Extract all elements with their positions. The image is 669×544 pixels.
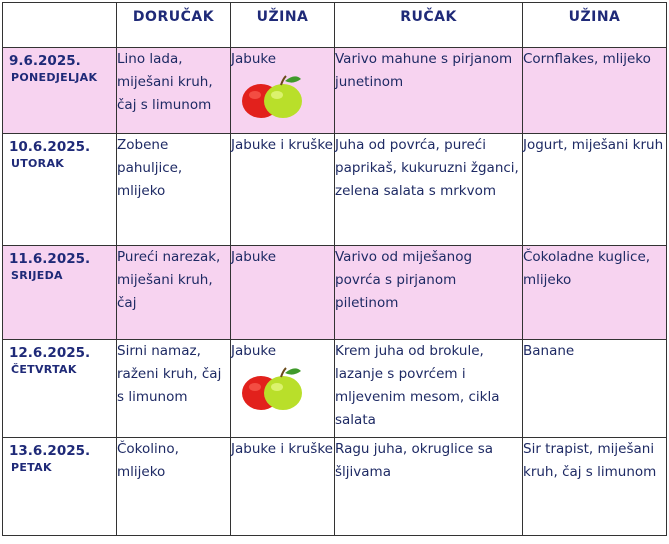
date-label: 10.6.2025. — [9, 139, 91, 155]
table-row-friday: 13.6.2025. PETAK Čokolino, mlijeko Jabuk… — [2, 437, 667, 536]
weekday-label: UTORAK — [11, 157, 65, 170]
lunch-cell: Varivo mahune s pirjanom junetinom — [334, 47, 523, 134]
breakfast-cell: Čokolino, mlijeko — [116, 437, 231, 536]
header-snack-2: UŽINA — [522, 2, 667, 48]
header-corner — [2, 2, 117, 48]
day-cell: 9.6.2025. PONEDJELJAK — [2, 47, 117, 134]
header-breakfast: DORUČAK — [116, 2, 231, 48]
header-snack-1: UŽINA — [230, 2, 335, 48]
weekday-label: PETAK — [11, 461, 52, 474]
snack-2-cell: Čokoladne kuglice, mlijeko — [522, 245, 667, 340]
apples-icon — [231, 71, 334, 129]
day-cell: 10.6.2025. UTORAK — [2, 133, 117, 246]
lunch-cell: Ragu juha, okruglice sa šljivama — [334, 437, 523, 536]
snack-1-cell: Jabuke — [230, 339, 335, 438]
header-row: DORUČAK UŽINA RUČAK UŽINA — [2, 2, 667, 48]
breakfast-cell: Sirni namaz, raženi kruh, čaj s limunom — [116, 339, 231, 438]
snack-1-cell: Jabuke i kruške — [230, 133, 335, 246]
table-row-wednesday: 11.6.2025. SRIJEDA Pureći narezak, miješ… — [2, 245, 667, 340]
lunch-cell: Varivo od miješanog povrća s pirjanom pi… — [334, 245, 523, 340]
date-label: 12.6.2025. — [9, 345, 91, 361]
snack-2-cell: Cornflakes, mlijeko — [522, 47, 667, 134]
snack-2-cell: Sir trapist, miješani kruh, čaj s limuno… — [522, 437, 667, 536]
snack-1-cell: Jabuke — [230, 47, 335, 134]
breakfast-cell: Zobene pahuljice, mlijeko — [116, 133, 231, 246]
snack-1-text: Jabuke — [231, 343, 277, 359]
snack-2-cell: Banane — [522, 339, 667, 438]
date-label: 11.6.2025. — [9, 251, 91, 267]
breakfast-cell: Pureći narezak, miješani kruh, čaj — [116, 245, 231, 340]
snack-1-cell: Jabuke — [230, 245, 335, 340]
breakfast-cell: Lino lada, miješani kruh, čaj s limunom — [116, 47, 231, 134]
day-cell: 11.6.2025. SRIJEDA — [2, 245, 117, 340]
lunch-cell: Juha od povrća, pureći paprikaš, kukuruz… — [334, 133, 523, 246]
table-row-monday: 9.6.2025. PONEDJELJAK Lino lada, miješan… — [2, 47, 667, 134]
day-cell: 12.6.2025. ČETVRTAK — [2, 339, 117, 438]
table-row-tuesday: 10.6.2025. UTORAK Zobene pahuljice, mlij… — [2, 133, 667, 246]
snack-2-cell: Jogurt, miješani kruh — [522, 133, 667, 246]
table-row-thursday: 12.6.2025. ČETVRTAK Sirni namaz, raženi … — [2, 339, 667, 438]
weekday-label: SRIJEDA — [11, 269, 63, 282]
header-lunch: RUČAK — [334, 2, 523, 48]
date-label: 13.6.2025. — [9, 443, 91, 459]
weekday-label: PONEDJELJAK — [11, 71, 98, 84]
apples-icon — [231, 363, 334, 421]
weekday-label: ČETVRTAK — [11, 363, 77, 376]
lunch-cell: Krem juha od brokule, lazanje s povrćem … — [334, 339, 523, 438]
snack-1-cell: Jabuke i kruške — [230, 437, 335, 536]
meal-plan-table: DORUČAK UŽINA RUČAK UŽINA 9.6.2025. PONE… — [2, 2, 667, 536]
snack-1-text: Jabuke — [231, 51, 277, 67]
date-label: 9.6.2025. — [9, 53, 81, 69]
day-cell: 13.6.2025. PETAK — [2, 437, 117, 536]
